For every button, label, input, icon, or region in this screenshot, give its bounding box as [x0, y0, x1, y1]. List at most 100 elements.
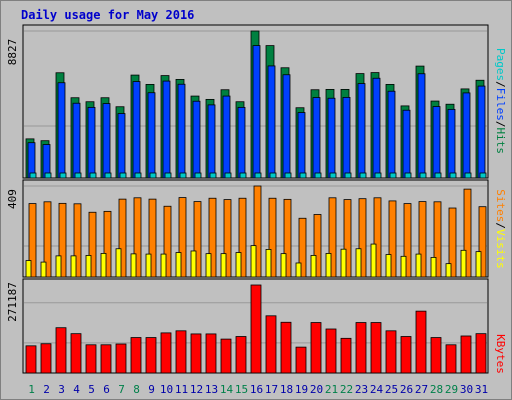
kbytes-legend: KBytes	[494, 334, 507, 374]
day-label: 18	[280, 383, 293, 396]
pages-bar	[464, 172, 472, 179]
hits-legend: Pages/Files/Hits	[494, 48, 507, 154]
pages-bar	[209, 172, 217, 179]
files-bar	[162, 80, 171, 179]
day-label: 11	[175, 383, 188, 396]
visits-bar	[445, 263, 452, 278]
kbytes-bar	[250, 284, 262, 374]
kbytes-bar	[85, 344, 97, 374]
pages-bar	[254, 172, 262, 179]
files-bar	[102, 103, 111, 179]
visits-bar	[160, 253, 167, 278]
kbytes-bar	[55, 327, 67, 374]
visits-bar	[40, 261, 47, 278]
day-label: 25	[385, 383, 398, 396]
visits-bar	[310, 255, 317, 278]
files-bar	[372, 77, 381, 179]
files-bar	[192, 100, 201, 179]
files-bar	[207, 104, 216, 179]
day-label: 15	[235, 383, 248, 396]
kbytes-bar	[475, 333, 487, 374]
pages-bar	[149, 172, 157, 179]
files-bar	[447, 108, 456, 179]
day-label: 7	[118, 383, 125, 396]
pages-bar	[239, 172, 247, 179]
kbytes-bar	[310, 322, 322, 374]
kbytes-bar	[100, 344, 112, 374]
kbytes-bar	[190, 333, 202, 374]
pages-bar	[449, 172, 457, 179]
kbytes-bar	[385, 330, 397, 374]
kbytes-bar	[265, 315, 277, 374]
day-label: 3	[58, 383, 65, 396]
pages-bar	[419, 172, 427, 179]
kbytes-bar	[160, 332, 172, 374]
pages-bar	[59, 172, 67, 179]
files-bar	[357, 83, 366, 179]
sites-bar	[388, 200, 397, 278]
kbytes-bar	[340, 337, 352, 374]
files-bar	[432, 106, 441, 179]
kbytes-bar	[355, 322, 367, 374]
pages-bar	[359, 172, 367, 179]
pages-bar	[284, 172, 292, 179]
sites-bar	[223, 199, 232, 278]
pages-bar	[134, 172, 142, 179]
files-bar	[57, 82, 66, 179]
day-label: 24	[370, 383, 384, 396]
files-bar	[297, 112, 306, 179]
files-bar	[177, 83, 186, 179]
pages-bar	[164, 172, 172, 179]
sites-bar	[253, 185, 262, 278]
pages-bar	[329, 172, 337, 179]
sites-bar	[448, 207, 457, 278]
visits-bar	[415, 253, 422, 278]
files-bar	[132, 81, 141, 179]
visits-bar	[235, 252, 242, 278]
hits-files-pages-ymax-label: 8827	[6, 39, 19, 66]
kbytes-bar	[445, 344, 457, 374]
visits-bar	[220, 253, 227, 278]
visits-bar	[340, 248, 347, 278]
pages-bar	[404, 172, 412, 179]
kbytes-bar	[415, 310, 427, 374]
day-label: 30	[460, 383, 473, 396]
sites-bar	[463, 188, 472, 278]
pages-bar	[89, 172, 97, 179]
files-bar	[147, 92, 156, 179]
day-label: 19	[295, 383, 308, 396]
pages-bar	[29, 172, 37, 179]
files-bar	[87, 106, 96, 179]
files-bar	[312, 97, 321, 179]
kbytes-bar	[325, 328, 337, 374]
visits-bar	[475, 251, 482, 278]
day-label: 28	[430, 383, 443, 396]
sites-bar	[58, 202, 67, 278]
sites-bar	[28, 203, 37, 278]
files-bar	[222, 95, 231, 179]
sites-bar	[88, 211, 97, 278]
files-bar	[462, 92, 471, 179]
kbytes-bar	[145, 337, 157, 374]
day-label: 21	[325, 383, 338, 396]
day-label: 13	[205, 383, 218, 396]
sites-bar	[43, 201, 52, 278]
visits-bar	[250, 245, 257, 278]
sites-bar	[478, 206, 487, 278]
day-label: 27	[415, 383, 428, 396]
visits-bar	[295, 262, 302, 278]
hits-legend-part: Files	[494, 88, 507, 121]
sites-bar	[103, 210, 112, 278]
pages-bar	[74, 172, 82, 179]
visits-bar	[355, 248, 362, 278]
chart-title: Daily usage for May 2016	[21, 8, 195, 22]
kbytes-bar	[70, 333, 82, 374]
day-label: 1	[28, 383, 35, 396]
kbytes-bar	[370, 322, 382, 374]
day-label: 5	[88, 383, 95, 396]
kbytes-bar	[25, 345, 37, 374]
pages-bar	[299, 172, 307, 179]
sites-bar	[358, 198, 367, 278]
sites-bar	[148, 198, 157, 278]
